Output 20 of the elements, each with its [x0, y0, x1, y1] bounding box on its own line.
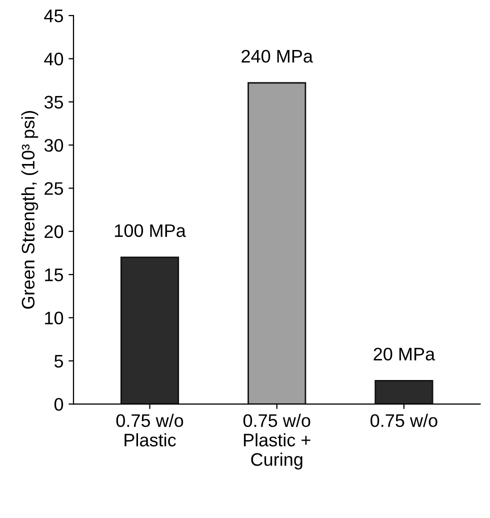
y-tick-label: 20 — [44, 225, 64, 238]
x-tick-label: 0.75 w/o Plastic — [116, 414, 184, 446]
y-tick-label: 15 — [45, 268, 64, 282]
annotation: 20 MPa — [374, 348, 436, 360]
y-tick-label: 10 — [45, 312, 64, 324]
annotation: 100 MPa — [115, 224, 186, 238]
y-tick-label: 40 — [44, 52, 64, 66]
x-tick-label: 0.75 w/o — [370, 414, 438, 428]
bar — [120, 256, 180, 404]
x-tick-label: 0.75 w/o Plastic + Curing — [243, 414, 310, 470]
y-tick-label: 0 — [54, 398, 64, 411]
annotation: 240 MPa — [242, 50, 313, 63]
y-tick-label: 30 — [44, 138, 64, 152]
bar — [248, 82, 306, 404]
bar — [374, 380, 434, 404]
y-tick-label: 5 — [54, 354, 64, 368]
y-tick-label: 45 — [44, 10, 64, 22]
y-axis-title: Green Strength, (10³ psi) — [21, 111, 38, 309]
y-tick-label: 25 — [44, 182, 64, 195]
y-tick-label: 35 — [44, 96, 64, 109]
